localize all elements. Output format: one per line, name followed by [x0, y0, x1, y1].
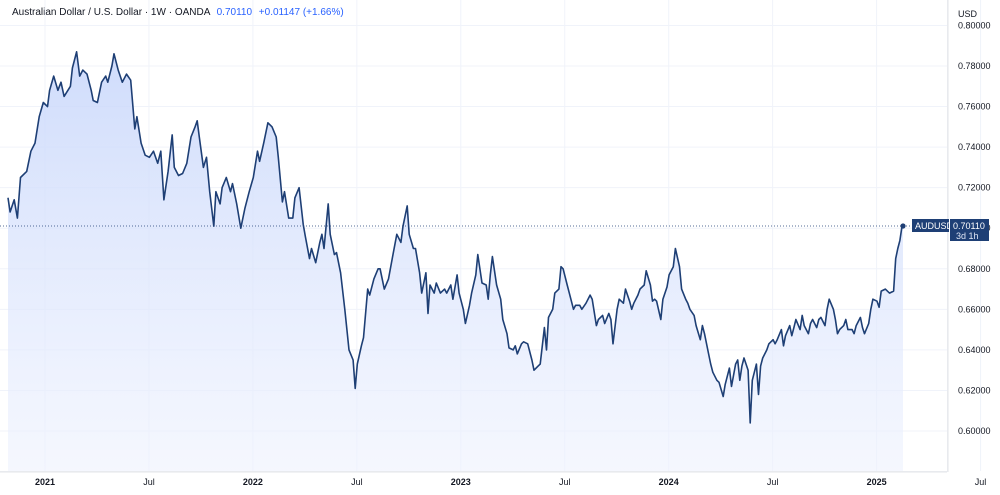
time-tick-label: 2023: [451, 477, 471, 487]
time-tick-label: Jul: [559, 477, 571, 487]
last-price: 0.70110: [216, 7, 253, 18]
time-axis[interactable]: 2021Jul2022Jul2023Jul2024Jul2025Jul2026: [35, 477, 1000, 487]
price-tick-label: 0.80000: [958, 20, 991, 30]
time-tick-label: 2025: [867, 477, 887, 487]
current-price-tag: AUDUSD 0.70110 3d 1h: [912, 219, 989, 241]
price-tick-label: 0.68000: [958, 264, 991, 274]
price-tick-label: 0.72000: [958, 183, 991, 193]
time-tick-label: Jul: [767, 477, 779, 487]
current-symbol: AUDUSD: [915, 221, 954, 231]
time-tick-label: Jul: [975, 477, 987, 487]
bar-countdown: 3d 1h: [956, 231, 979, 241]
time-tick-label: Jul: [351, 477, 363, 487]
price-tick-label: 0.74000: [958, 142, 991, 152]
last-price-marker: [900, 223, 906, 229]
price-tick-label: 0.76000: [958, 102, 991, 112]
time-tick-label: 2024: [659, 477, 679, 487]
price-tick-label: 0.66000: [958, 304, 991, 314]
price-tick-label: 0.60000: [958, 426, 991, 436]
price-tick-label: 0.62000: [958, 385, 991, 395]
currency-label: USD: [958, 9, 978, 19]
price-tick-label: 0.64000: [958, 345, 991, 355]
current-price: 0.70110: [953, 221, 985, 231]
time-tick-label: Jul: [143, 477, 155, 487]
chart-header: Australian Dollar / U.S. Dollar · 1W · O…: [12, 7, 344, 18]
price-line: [7, 51, 904, 424]
time-tick-label: 2021: [35, 477, 55, 487]
time-tick-label: 2022: [243, 477, 263, 487]
price-axis-border: [947, 0, 949, 472]
time-axis-border: [0, 471, 947, 473]
price-change: +0.01147 (+1.66%): [258, 7, 344, 18]
symbol-title: Australian Dollar / U.S. Dollar · 1W · O…: [12, 7, 210, 18]
price-tick-label: 0.78000: [958, 61, 991, 71]
price-area-fill: [8, 51, 903, 472]
